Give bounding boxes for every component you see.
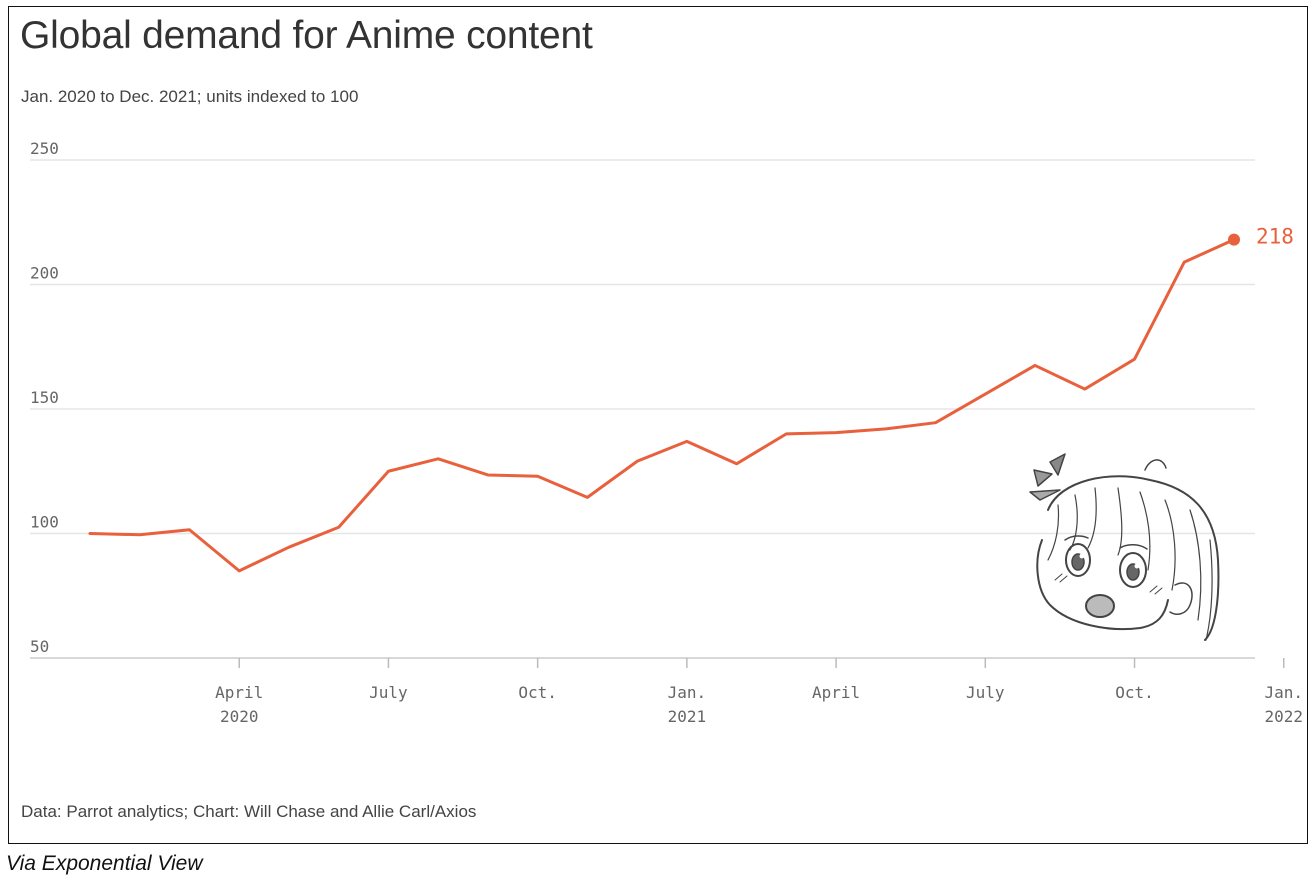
source-note: Data: Parrot analytics; Chart: Will Chas… xyxy=(21,802,477,821)
y-tick-label: 150 xyxy=(30,388,59,407)
x-tick-year-label: 2021 xyxy=(668,707,707,726)
x-tick-label: July xyxy=(369,683,408,702)
y-tick-label: 100 xyxy=(30,513,59,532)
anime-girl-illustration xyxy=(1029,453,1220,641)
x-axis-ticks: April 2020 July Oct. Jan. 2021 April July Oct. Ja… xyxy=(215,658,1303,726)
x-tick-label: Jan. xyxy=(668,683,707,702)
x-tick-label: Oct. xyxy=(518,683,557,702)
y-tick-label: 200 xyxy=(30,264,59,283)
chart-title: Global demand for Anime content xyxy=(20,14,593,57)
y-tick-label: 50 xyxy=(30,637,49,656)
series-line: 218 xyxy=(88,225,1294,573)
x-tick-label: April xyxy=(215,683,263,702)
credit-note: Via Exponential View xyxy=(6,852,203,875)
x-tick-year-label: 2020 xyxy=(220,707,259,726)
end-point-marker xyxy=(1228,233,1240,246)
chart-frame xyxy=(8,6,1308,844)
x-tick-label: Jan. xyxy=(1264,683,1303,702)
y-axis-ticks: 50 100 150 200 250 xyxy=(30,139,59,656)
x-tick-label: July xyxy=(966,683,1005,702)
x-tick-label: Oct. xyxy=(1115,683,1154,702)
y-tick-label: 250 xyxy=(30,139,59,158)
x-tick-year-label: 2022 xyxy=(1264,707,1303,726)
chart-subtitle: Jan. 2020 to Dec. 2021; units indexed to… xyxy=(21,87,359,106)
end-value-label: 218 xyxy=(1256,225,1294,249)
x-tick-label: April xyxy=(812,683,860,702)
series-line-path xyxy=(88,238,1236,573)
grid-lines xyxy=(30,159,1255,659)
